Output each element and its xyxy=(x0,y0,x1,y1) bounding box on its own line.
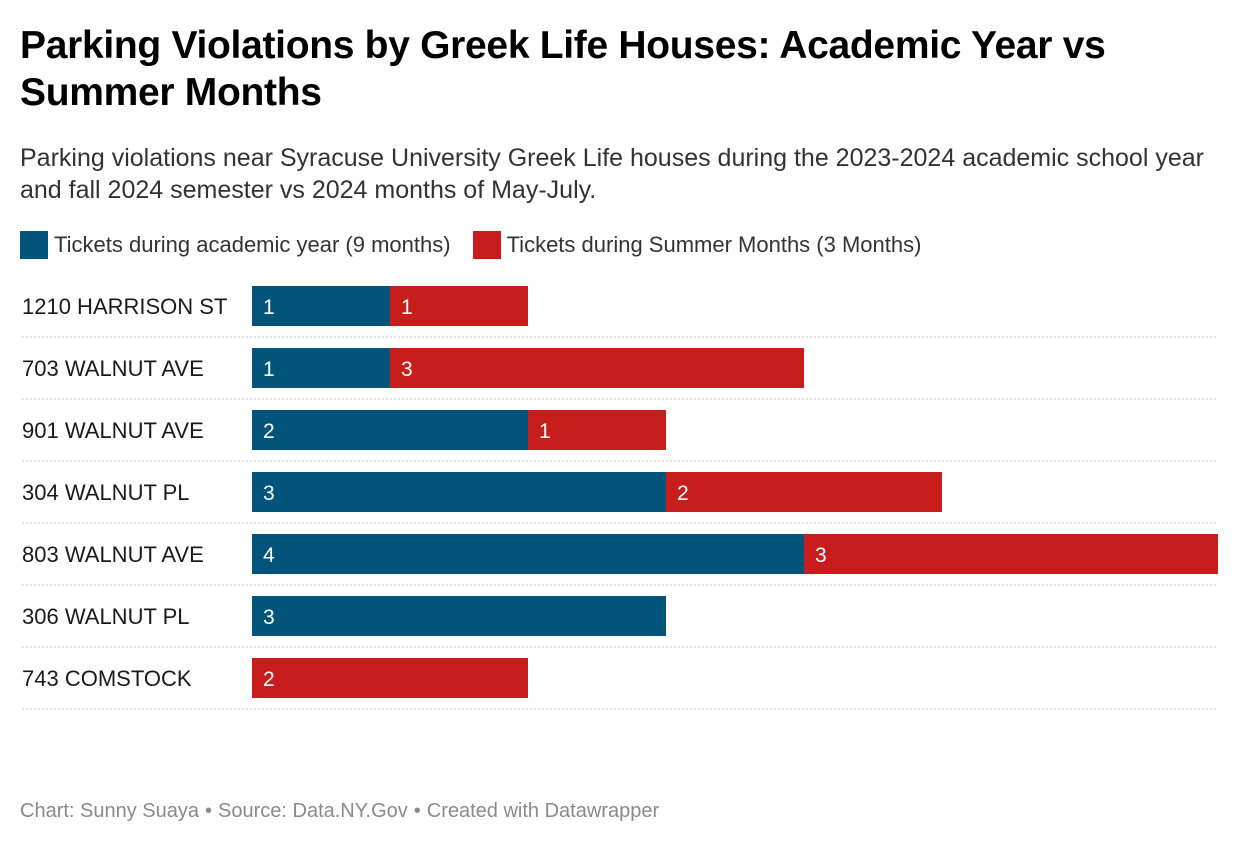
category-label-304-walnut-pl: 304 WALNUT PL xyxy=(22,480,190,505)
value-label-summer-803-walnut-ave: 3 xyxy=(815,544,827,567)
legend-swatch-academic xyxy=(20,231,48,259)
chart-legend: Tickets during academic year (9 months) … xyxy=(20,229,943,261)
bar-academic-304-walnut-pl xyxy=(252,472,666,512)
legend-label-academic: Tickets during academic year (9 months) xyxy=(54,232,451,257)
bar-summer-304-walnut-pl xyxy=(666,472,942,512)
category-label-306-walnut-pl: 306 WALNUT PL xyxy=(22,604,190,629)
category-label-1210-harrison-st: 1210 HARRISON ST xyxy=(22,294,227,319)
value-label-academic-703-walnut-ave: 1 xyxy=(263,358,275,381)
value-label-summer-304-walnut-pl: 2 xyxy=(677,482,689,505)
value-label-academic-306-walnut-pl: 3 xyxy=(263,606,275,629)
value-label-summer-703-walnut-ave: 3 xyxy=(401,358,413,381)
legend-item-summer: Tickets during Summer Months (3 Months) xyxy=(472,231,922,259)
value-label-academic-1210-harrison-st: 1 xyxy=(263,296,275,319)
bar-summer-743-comstock xyxy=(252,658,528,698)
category-label-743-comstock: 743 COMSTOCK xyxy=(22,666,192,691)
bar-summer-1210-harrison-st xyxy=(390,286,528,326)
value-label-summer-901-walnut-ave: 1 xyxy=(539,420,551,443)
legend-item-academic: Tickets during academic year (9 months) xyxy=(20,231,451,259)
bar-summer-901-walnut-ave xyxy=(528,410,666,450)
value-label-academic-304-walnut-pl: 3 xyxy=(263,482,275,505)
bar-summer-703-walnut-ave xyxy=(390,348,804,388)
value-label-summer-1210-harrison-st: 1 xyxy=(401,296,413,319)
value-label-summer-743-comstock: 2 xyxy=(263,668,275,691)
footer-separator: • xyxy=(413,800,421,822)
bar-academic-901-walnut-ave xyxy=(252,410,528,450)
category-label-803-walnut-ave: 803 WALNUT AVE xyxy=(22,542,204,567)
legend-swatch-summer xyxy=(472,231,501,259)
chart-title: Parking Violations by Greek Life Houses:… xyxy=(20,24,1106,114)
footer-credit: Chart: Sunny Suaya xyxy=(20,800,199,822)
bar-academic-703-walnut-ave xyxy=(252,348,390,388)
category-label-703-walnut-ave: 703 WALNUT AVE xyxy=(22,356,204,381)
footer-separator: • xyxy=(205,800,213,822)
footer-source: Source: Data.NY.Gov xyxy=(218,800,408,822)
value-label-academic-901-walnut-ave: 2 xyxy=(263,420,275,443)
bar-academic-306-walnut-pl xyxy=(252,596,666,636)
chart-subtitle: Parking violations near Syracuse Univers… xyxy=(20,144,1204,204)
bar-academic-1210-harrison-st xyxy=(252,286,390,326)
category-label-901-walnut-ave: 901 WALNUT AVE xyxy=(22,418,204,443)
chart-footer: Chart: Sunny Suaya • Source: Data.NY.Gov • C… xyxy=(20,800,659,823)
bar-academic-803-walnut-ave xyxy=(252,534,804,574)
bar-summer-803-walnut-ave xyxy=(804,534,1218,574)
footer-tool: Created with Datawrapper xyxy=(426,800,660,822)
legend-label-summer: Tickets during Summer Months (3 Months) xyxy=(506,232,922,257)
value-label-academic-803-walnut-ave: 4 xyxy=(263,544,275,567)
